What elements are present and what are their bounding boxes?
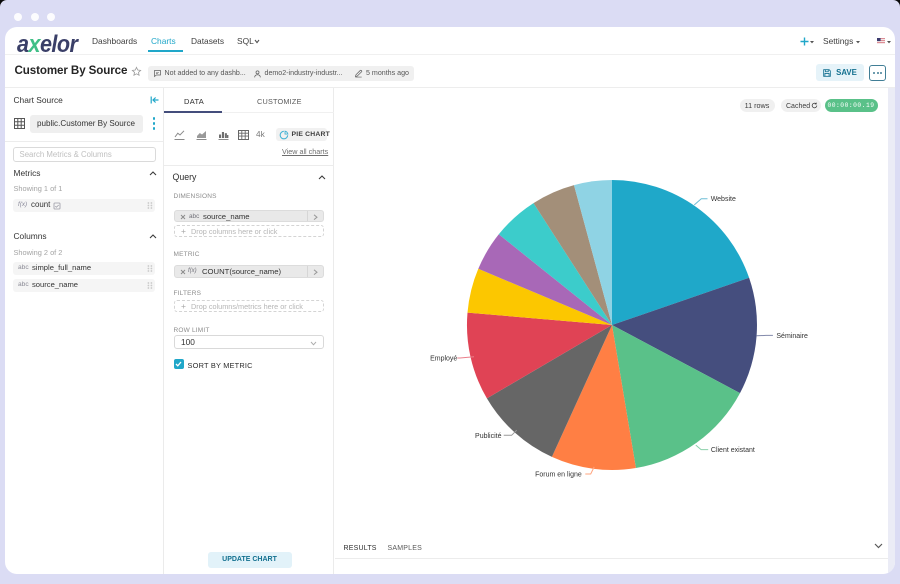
svg-text:Website: Website <box>710 196 735 203</box>
svg-text:Forum en ligne: Forum en ligne <box>535 472 582 479</box>
svg-text:Client existant: Client existant <box>710 447 754 454</box>
svg-text:Séminaire: Séminaire <box>776 333 808 340</box>
svg-text:Publicité: Publicité <box>475 433 502 440</box>
svg-text:Employé: Employé <box>430 356 457 363</box>
